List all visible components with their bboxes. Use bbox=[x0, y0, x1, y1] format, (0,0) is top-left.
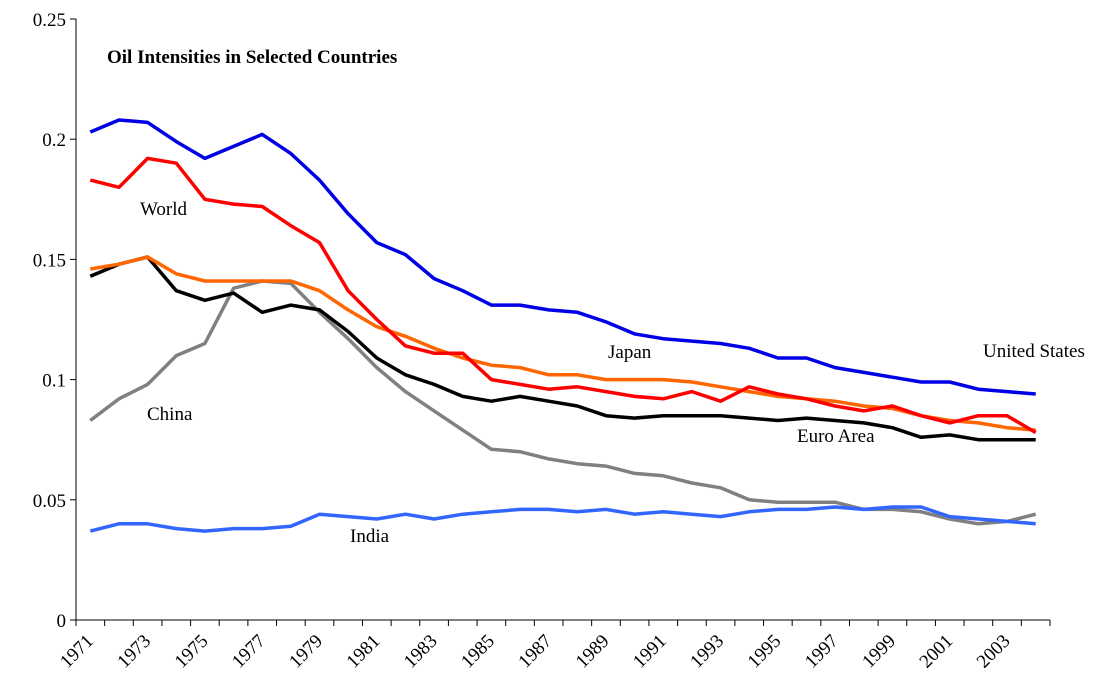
x-tick-label: 1973 bbox=[113, 631, 155, 673]
series-label: United States bbox=[983, 341, 1085, 362]
x-tick-label: 1987 bbox=[514, 631, 556, 673]
x-tick-label: 1999 bbox=[858, 631, 900, 673]
x-tick-label: 1991 bbox=[629, 631, 671, 673]
y-tick-label: 0 bbox=[57, 611, 67, 632]
x-tick-label: 2003 bbox=[973, 631, 1015, 673]
series-label: India bbox=[350, 526, 390, 547]
chart-title: Oil Intensities in Selected Countries bbox=[107, 47, 397, 68]
y-tick-label: 0.25 bbox=[33, 10, 66, 31]
x-tick-label: 2001 bbox=[916, 631, 958, 673]
x-tick-label: 1989 bbox=[572, 631, 614, 673]
x-tick-label: 1971 bbox=[56, 631, 98, 673]
x-tick-label: 1985 bbox=[457, 631, 499, 673]
series-line bbox=[89, 156, 1037, 435]
y-tick-label: 0.15 bbox=[33, 250, 66, 271]
series-line bbox=[89, 255, 1036, 442]
x-tick-label: 1983 bbox=[400, 631, 442, 673]
series-label: China bbox=[147, 404, 193, 425]
y-tick-label: 0.05 bbox=[33, 491, 66, 512]
series-line bbox=[89, 118, 1036, 396]
x-tick-label: 1995 bbox=[744, 631, 786, 673]
x-tick-label: 1993 bbox=[686, 631, 728, 673]
series-line bbox=[89, 505, 1036, 533]
x-tick-label: 1997 bbox=[801, 631, 843, 673]
x-tick-label: 1981 bbox=[343, 631, 385, 673]
series-label: Euro Area bbox=[797, 426, 875, 447]
series-label: Japan bbox=[608, 342, 652, 363]
y-tick-label: 0.2 bbox=[42, 130, 66, 151]
y-tick-label: 0.1 bbox=[42, 371, 66, 392]
x-tick-label: 1975 bbox=[171, 631, 213, 673]
x-tick-label: 1977 bbox=[228, 631, 270, 673]
series-label: World bbox=[140, 199, 188, 220]
x-tick-label: 1979 bbox=[285, 631, 327, 673]
